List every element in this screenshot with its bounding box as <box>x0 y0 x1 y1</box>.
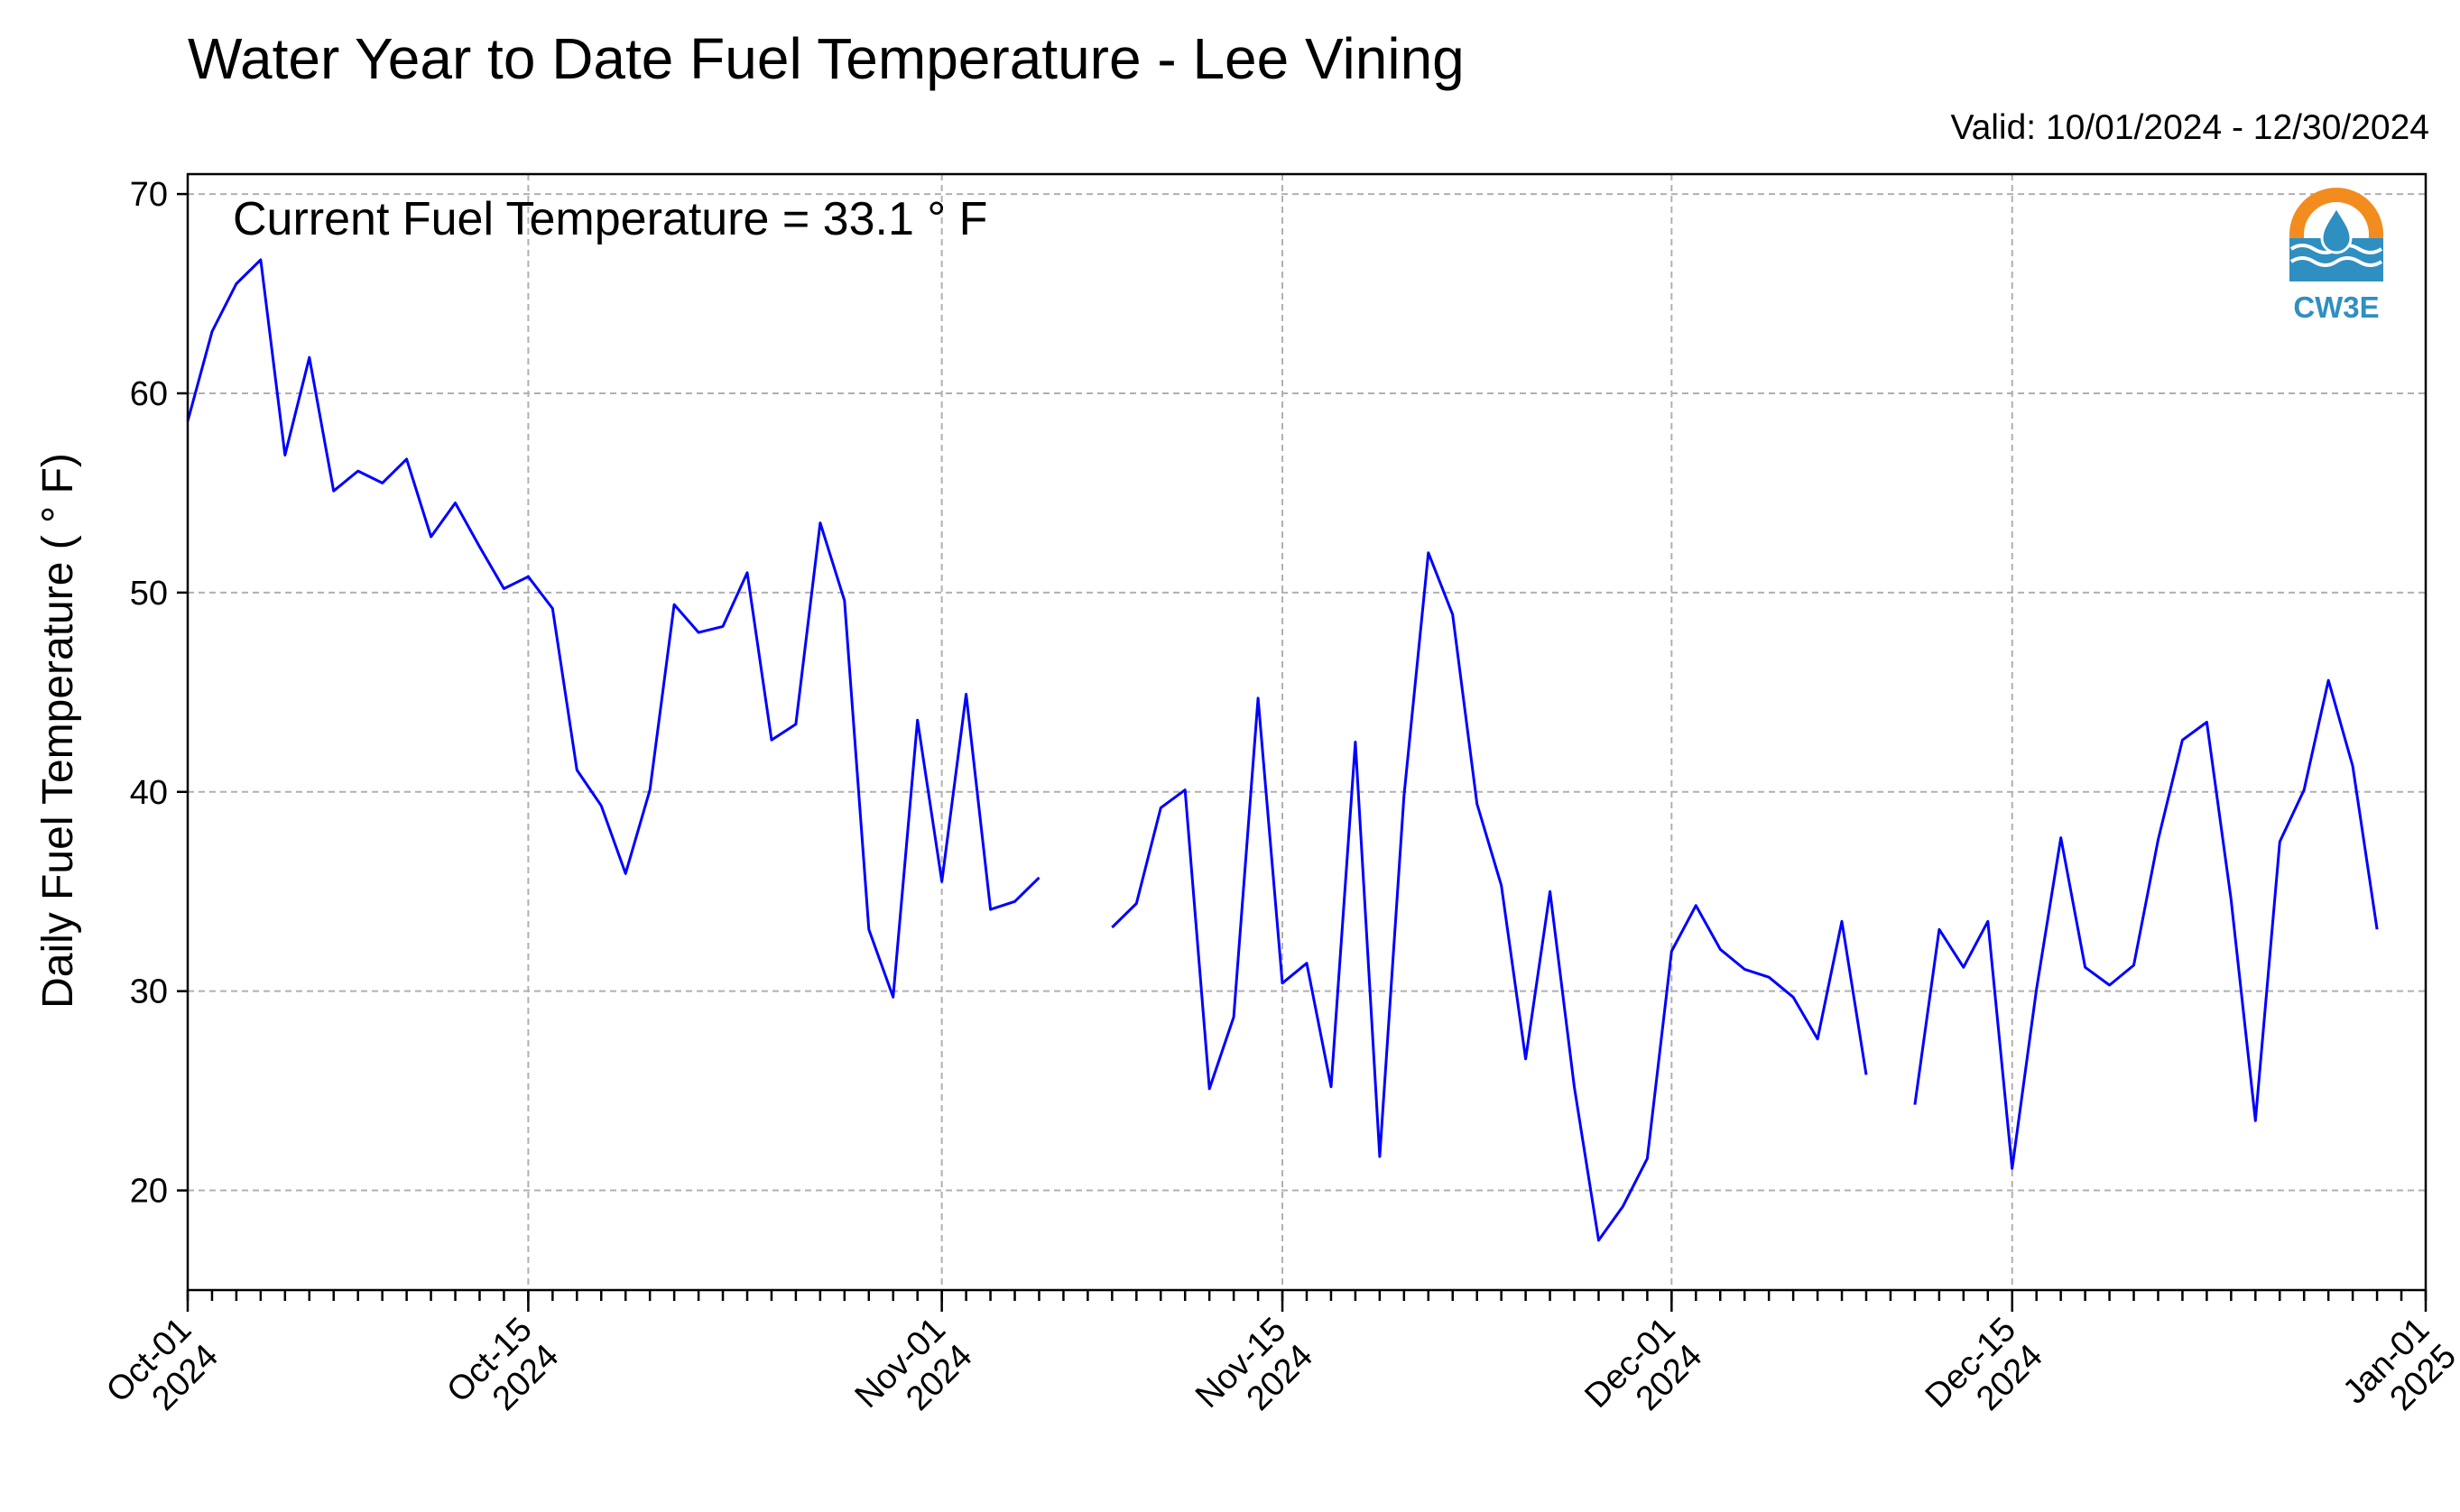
logo-wave <box>2289 256 2383 267</box>
y-tick-label: 40 <box>130 774 168 812</box>
y-tick-label: 20 <box>130 1173 168 1211</box>
y-tick-label: 60 <box>130 375 168 413</box>
y-axis-label: Daily Fuel Temperature ( ° F) <box>34 453 82 1009</box>
fuel-temperature-line <box>186 258 2379 1242</box>
plot-frame <box>186 172 2428 1292</box>
y-tick-label: 70 <box>130 176 168 214</box>
logo-drop-icon <box>2320 205 2353 254</box>
y-tick-label: 50 <box>130 575 168 613</box>
y-tick-label: 30 <box>130 973 168 1011</box>
data-series <box>186 258 2379 1242</box>
valid-date-range: Valid: 10/01/2024 - 12/30/2024 <box>1950 108 2429 147</box>
logo-text: CW3E <box>2293 290 2379 324</box>
axis-ticks <box>177 192 2428 1312</box>
cw3e-logo-icon: CW3E <box>2289 188 2383 324</box>
current-temperature-annotation: Current Fuel Temperature = 33.1 ° F <box>233 193 987 245</box>
chart-title: Water Year to Date Fuel Temperature - Le… <box>188 26 1465 91</box>
grid-lines <box>187 174 2427 1290</box>
